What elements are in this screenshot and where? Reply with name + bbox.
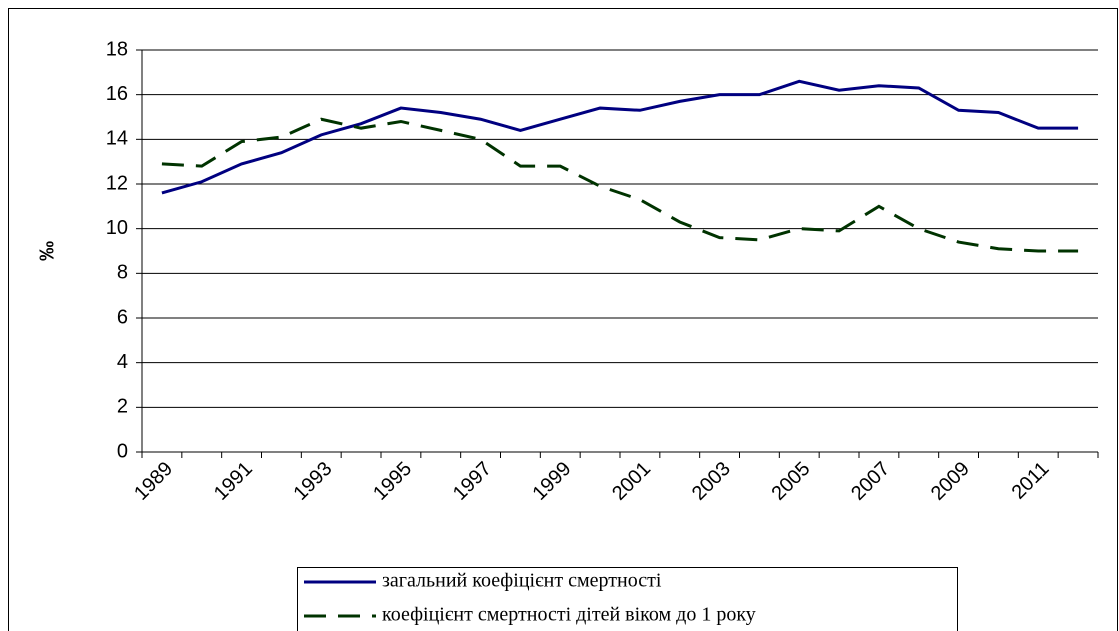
x-tick-label: 2001 [608, 458, 655, 505]
y-axis-label: ‰ [36, 241, 58, 261]
legend-label: загальний коефіцієнт смертності [382, 570, 662, 592]
legend-label: коефіцієнт смертності дітей віком до 1 р… [382, 604, 756, 626]
x-tick-label: 1997 [449, 458, 496, 505]
y-tick-label: 8 [117, 262, 128, 284]
y-tick-label: 16 [106, 83, 128, 105]
chart-border [8, 8, 1118, 631]
x-tick-label: 2011 [1008, 458, 1054, 504]
legend-box [297, 567, 958, 631]
x-tick-label: 2007 [847, 458, 894, 505]
legend: загальний коефіцієнт смертності коефіцієн… [297, 567, 958, 631]
y-tick-label: 14 [106, 128, 128, 150]
y-tick-label: 2 [117, 396, 128, 418]
x-tick-label: 1991 [210, 458, 257, 505]
x-tick-label: 2009 [927, 458, 974, 505]
y-tick-label: 12 [106, 172, 128, 194]
x-tick-label: 1993 [289, 458, 336, 505]
y-tick-label: 6 [117, 306, 128, 328]
y-tick-label: 18 [106, 38, 128, 60]
y-tick-label: 4 [117, 351, 128, 373]
y-tick-label: 0 [117, 440, 128, 462]
x-tick-label: 2005 [767, 458, 814, 505]
x-tick-label: 1999 [528, 458, 575, 505]
x-tick-label: 2003 [688, 458, 735, 505]
x-tick-label: 1995 [369, 458, 416, 505]
y-tick-label: 10 [106, 217, 128, 239]
series-line [161, 79, 1079, 195]
x-tick-label: 1989 [130, 458, 177, 505]
series-line [161, 117, 1079, 253]
